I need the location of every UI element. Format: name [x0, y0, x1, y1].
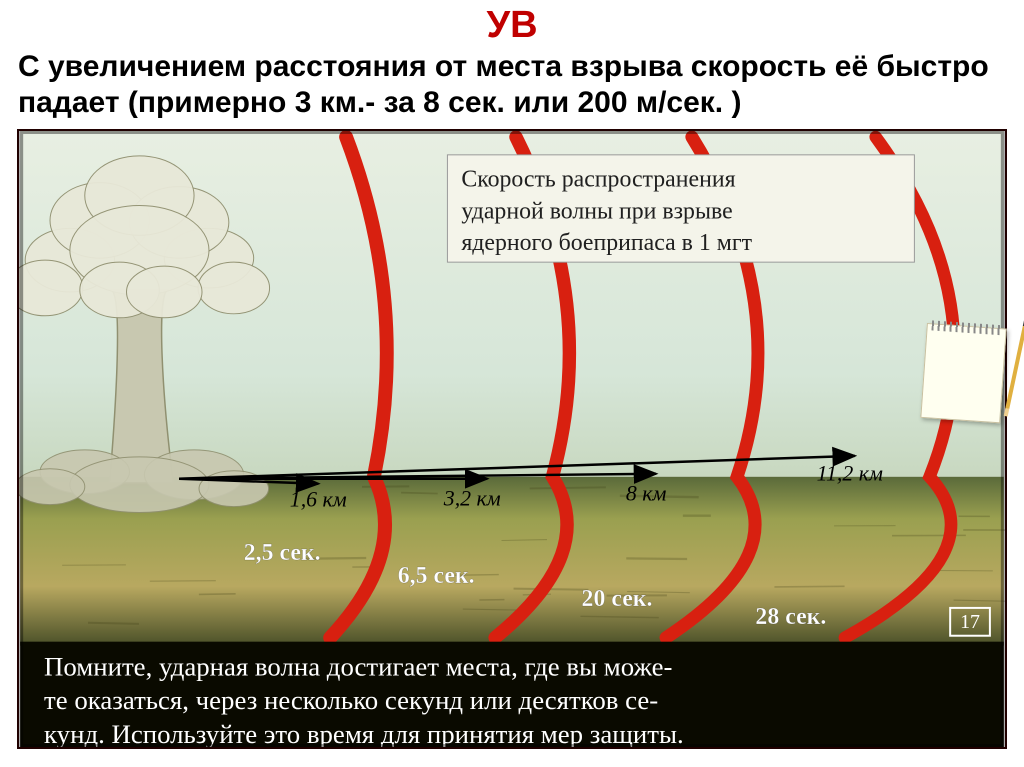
- caption-line: Помните, ударная волна достигает места, …: [44, 651, 672, 681]
- distance-label: 3,2 км: [443, 487, 501, 511]
- notepad-decoration: [919, 323, 1016, 439]
- caption-line: кунд. Используйте это время для принятия…: [44, 719, 684, 747]
- slide-number: 17: [960, 611, 980, 633]
- diagram-container: 1,6 км 3,2 км 8 км 11,2 км 2,5 сек. 6,5 сек. 2…: [17, 129, 1007, 749]
- distance-label: 8 км: [626, 482, 667, 506]
- distance-label: 1,6 км: [290, 488, 347, 512]
- info-box-line: ударной волны при взрыве: [461, 198, 732, 224]
- page-title: УВ: [0, 0, 1024, 47]
- time-label: 2,5 сек.: [244, 540, 321, 566]
- info-box-line: ядерного боеприпаса в 1 мгт: [461, 230, 752, 256]
- caption-line: те оказаться, через несколько секунд или…: [44, 685, 658, 715]
- shockwave-diagram: 1,6 км 3,2 км 8 км 11,2 км 2,5 сек. 6,5 сек. 2…: [19, 131, 1005, 747]
- subtitle-text: С увеличением расстояния от места взрыва…: [0, 47, 1024, 129]
- time-label: 20 сек.: [582, 586, 653, 612]
- time-label: 28 сек.: [755, 604, 826, 630]
- info-box-line: Скорость распространения: [461, 167, 735, 193]
- time-label: 6,5 сек.: [398, 563, 475, 589]
- distance-label: 11,2 км: [817, 462, 883, 486]
